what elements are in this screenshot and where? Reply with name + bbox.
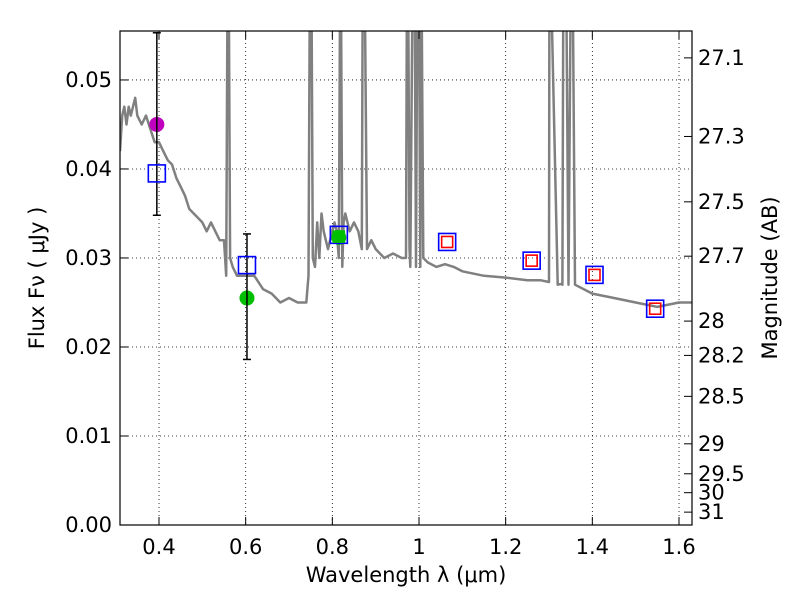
x-tick-label: 1.2	[489, 535, 522, 559]
y2-tick-label: 31	[698, 500, 725, 524]
x-tick-label: 0.6	[229, 535, 262, 559]
y2-tick-label: 28.5	[698, 384, 745, 408]
observed-point	[331, 230, 347, 246]
marker-layer	[147, 32, 665, 361]
y-tick-label: 0.04	[65, 157, 112, 181]
model-square-marker	[525, 254, 538, 267]
y-tick-label: 0.05	[65, 68, 112, 92]
y2-tick-label: 27.7	[698, 244, 745, 268]
spectrum-line	[120, 31, 692, 309]
y-axis-label: Flux Fν ( μJy )	[25, 207, 49, 350]
model-square-marker	[329, 225, 349, 245]
model-square-marker	[332, 230, 346, 243]
plot-frame	[119, 30, 693, 526]
x-tick-label: 0.4	[142, 535, 175, 559]
y-tick-label: 0.01	[65, 424, 112, 448]
model-square-marker	[645, 299, 665, 319]
y-tick-label: 0.02	[65, 335, 112, 359]
y2-tick-label: 29.5	[698, 462, 745, 486]
model-square-marker	[237, 255, 257, 275]
x-tick-label: 1.4	[576, 535, 609, 559]
y-tick-label: 0.03	[65, 246, 112, 270]
x-tick-label: 0.8	[316, 535, 349, 559]
model-square-marker	[437, 232, 457, 252]
x-tick-label: 1	[412, 535, 425, 559]
model-square-marker	[440, 235, 454, 249]
y-tick-label: 0.00	[65, 513, 112, 537]
x-axis-label: Wavelength λ (μm)	[306, 563, 507, 587]
model-square-marker	[648, 302, 662, 316]
y2-tick-label: 27.1	[698, 46, 745, 70]
series-layer	[120, 31, 692, 309]
model-square-marker	[522, 251, 541, 270]
y2-tick-label: 30	[698, 481, 725, 505]
y2-axis-label: Magnitude (AB)	[758, 196, 782, 359]
tick-layer: 0.4 0.6 0.8 1 1.2 1.4 1.6 0.00 0.01 0.02 0.03 0.04 0…	[65, 31, 745, 559]
y2-tick-label: 27.3	[698, 124, 745, 148]
model-square-marker	[588, 268, 601, 282]
x-tick-label: 1.6	[662, 535, 695, 559]
y2-tick-label: 29	[698, 432, 725, 456]
y2-tick-label: 28.2	[698, 343, 745, 367]
model-square-marker	[147, 164, 167, 183]
y2-tick-label: 27.5	[698, 190, 745, 214]
y2-tick-label: 28	[698, 309, 725, 333]
model-square-marker	[585, 265, 604, 285]
